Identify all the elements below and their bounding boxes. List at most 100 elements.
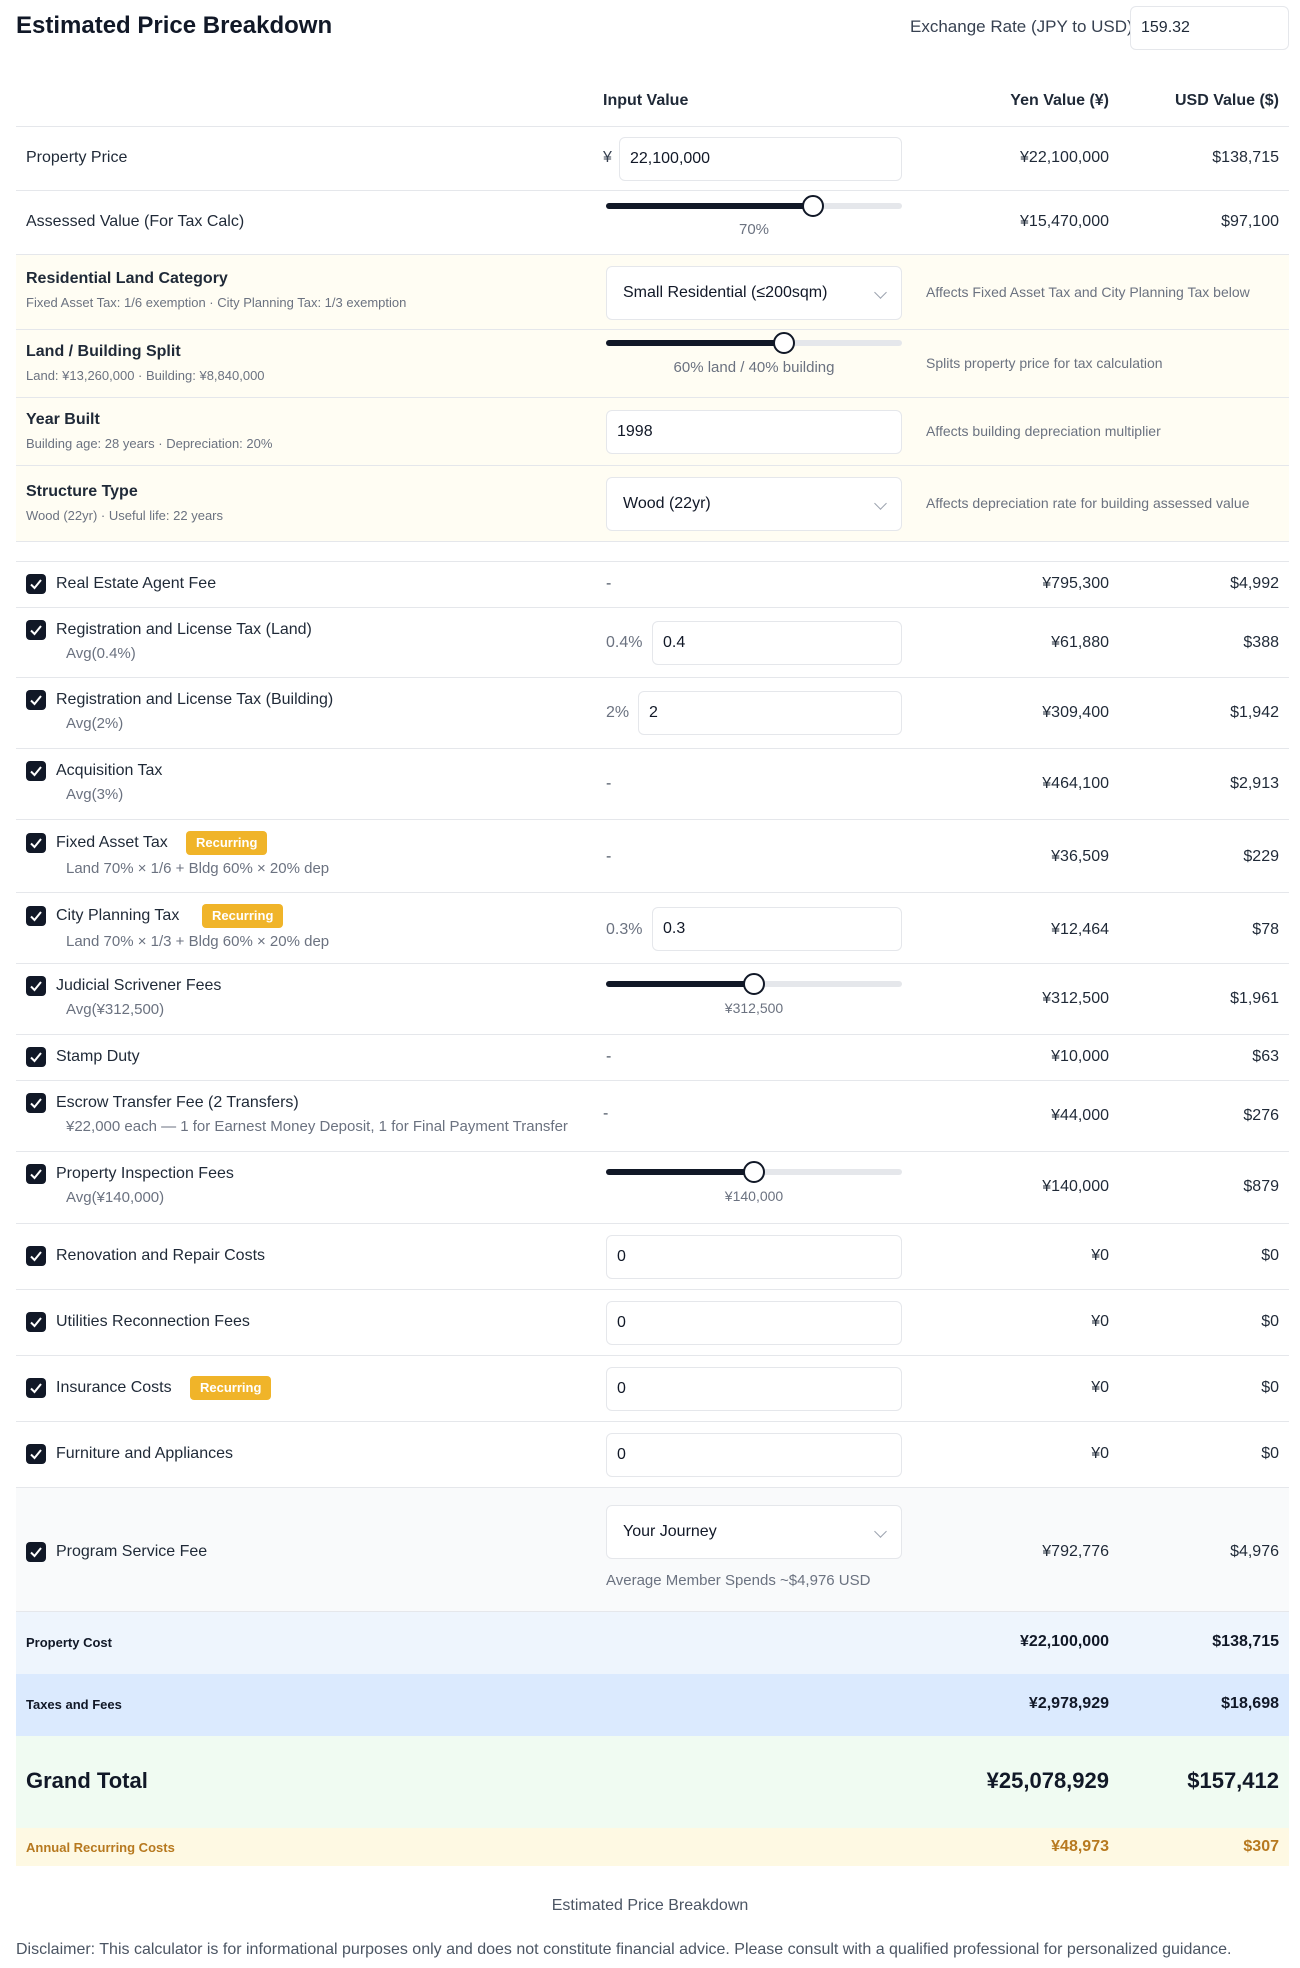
fee-row: Registration and License Tax (Land) Avg(…	[16, 608, 1289, 678]
checkbox[interactable]	[26, 574, 46, 594]
checkmark-icon	[30, 1449, 42, 1460]
grand-total-row: Grand Total ¥25,078,929 $157,412	[16, 1736, 1289, 1828]
fee-label: Registration and License Tax (Land)	[56, 621, 312, 638]
checkbox[interactable]	[26, 1164, 46, 1184]
fee-amount-input[interactable]	[606, 1235, 902, 1279]
fee-usd: $2,913	[1230, 775, 1279, 792]
checkmark-icon	[30, 625, 42, 636]
fee-yen: ¥795,300	[1042, 575, 1109, 592]
property-price-label: Property Price	[26, 149, 128, 166]
land-split-sub: Land: ¥13,260,000 · Building: ¥8,840,000	[26, 368, 265, 383]
checkbox[interactable]	[26, 761, 46, 781]
fee-yen: ¥0	[1091, 1445, 1109, 1462]
fee-usd: $879	[1243, 1178, 1279, 1195]
fee-row: Stamp Duty - ¥10,000 $63	[16, 1035, 1289, 1081]
fee-label: Registration and License Tax (Building)	[56, 691, 334, 708]
column-header-yen: Yen Value (¥)	[1010, 92, 1109, 109]
year-built-note: Affects building depreciation multiplier	[926, 423, 1161, 439]
property-cost-usd: $138,715	[1212, 1633, 1279, 1650]
page-header: Estimated Price Breakdown Exchange Rate …	[0, 0, 1300, 54]
fee-yen: ¥312,500	[1042, 990, 1109, 1007]
yen-prefix: ¥	[603, 149, 612, 166]
structure-type-label: Structure Type	[26, 483, 138, 500]
fee-rate: 2%	[606, 704, 630, 721]
year-built-row: Year Built Building age: 28 years · Depr…	[16, 398, 1289, 466]
fee-rate-input[interactable]	[652, 907, 902, 951]
year-built-input[interactable]	[606, 410, 902, 454]
fee-row: Furniture and Appliances ¥0 $0	[16, 1422, 1289, 1488]
checkbox[interactable]	[26, 1246, 46, 1266]
program-selected: Your Journey	[623, 1523, 717, 1540]
checkbox[interactable]	[26, 1093, 46, 1113]
checkbox[interactable]	[26, 690, 46, 710]
checkmark-icon	[30, 981, 42, 992]
annual-recurring-yen: ¥48,973	[1051, 1838, 1109, 1855]
exchange-rate-input[interactable]	[1130, 6, 1289, 50]
annual-recurring-usd: $307	[1243, 1838, 1279, 1855]
annual-recurring-label: Annual Recurring Costs	[26, 1840, 175, 1855]
taxes-fees-row: Taxes and Fees ¥2,978,929 $18,698	[16, 1674, 1289, 1736]
structure-type-note: Affects depreciation rate for building a…	[926, 495, 1250, 511]
fee-row: Real Estate Agent Fee - ¥795,300 $4,992	[16, 562, 1289, 608]
grand-total-label: Grand Total	[26, 1768, 148, 1793]
column-header-usd: USD Value ($)	[1174, 92, 1279, 109]
slider-handle[interactable]	[743, 973, 765, 995]
fee-rate-input[interactable]	[652, 621, 902, 665]
slider-fill	[606, 340, 784, 346]
slider-fill	[606, 1169, 754, 1175]
checkbox[interactable]	[26, 620, 46, 640]
property-price-input[interactable]	[619, 137, 902, 181]
slider-handle[interactable]	[802, 195, 825, 217]
checkmark-icon	[30, 1317, 42, 1328]
fee-input-none: -	[606, 775, 612, 792]
fee-usd: $0	[1261, 1379, 1279, 1396]
fee-yen: ¥36,509	[1051, 848, 1109, 865]
structure-type-select[interactable]: Wood (22yr)	[606, 477, 902, 531]
inspection-fee-slider[interactable]	[606, 1161, 902, 1183]
slider-handle[interactable]	[772, 332, 795, 354]
checkbox[interactable]	[26, 976, 46, 996]
land-category-row: Residential Land Category Fixed Asset Ta…	[16, 255, 1289, 330]
chevron-down-icon	[874, 286, 887, 299]
fee-sub: Avg(2%)	[66, 715, 124, 732]
assessed-value-usd: $97,100	[1221, 213, 1279, 230]
fee-label: Real Estate Agent Fee	[56, 575, 217, 592]
section-spacer	[16, 542, 1289, 562]
property-cost-row: Property Cost ¥22,100,000 $138,715	[16, 1612, 1289, 1674]
checkbox[interactable]	[26, 1378, 46, 1398]
checkmark-icon	[30, 766, 42, 777]
fee-label: Acquisition Tax	[56, 762, 163, 779]
checkbox[interactable]	[26, 906, 46, 926]
fee-label: Stamp Duty	[56, 1048, 140, 1065]
checkbox[interactable]	[26, 1047, 46, 1067]
fee-amount-input[interactable]	[606, 1433, 902, 1477]
structure-type-selected: Wood (22yr)	[623, 495, 711, 512]
taxes-fees-usd: $18,698	[1221, 1695, 1279, 1712]
checkbox[interactable]	[26, 1444, 46, 1464]
checkbox[interactable]	[26, 1542, 46, 1562]
fee-sub: Avg(3%)	[66, 786, 124, 803]
fee-amount-input[interactable]	[606, 1367, 902, 1411]
land-category-selected: Small Residential (≤200sqm)	[623, 284, 828, 301]
land-category-select[interactable]: Small Residential (≤200sqm)	[606, 266, 902, 320]
fee-usd: $0	[1261, 1313, 1279, 1330]
assessed-value-slider[interactable]	[606, 195, 902, 217]
program-fee-usd: $4,976	[1230, 1543, 1279, 1560]
divider	[16, 126, 1289, 127]
fee-usd: $0	[1261, 1247, 1279, 1264]
checkmark-icon	[30, 838, 42, 849]
fee-usd: $4,992	[1230, 575, 1279, 592]
checkbox[interactable]	[26, 833, 46, 853]
land-split-row: Land / Building Split Land: ¥13,260,000 …	[16, 330, 1289, 398]
land-split-slider[interactable]	[606, 332, 902, 354]
slider-handle[interactable]	[743, 1161, 765, 1183]
fee-amount-input[interactable]	[606, 1301, 902, 1345]
program-select[interactable]: Your Journey	[606, 1505, 902, 1559]
fee-label: Property Inspection Fees	[56, 1165, 234, 1182]
chevron-down-icon	[874, 1525, 887, 1538]
taxes-fees-label: Taxes and Fees	[26, 1697, 122, 1712]
fee-yen: ¥0	[1091, 1379, 1109, 1396]
judicial-fee-slider[interactable]	[606, 973, 902, 995]
checkbox[interactable]	[26, 1312, 46, 1332]
fee-rate-input[interactable]	[638, 691, 902, 735]
